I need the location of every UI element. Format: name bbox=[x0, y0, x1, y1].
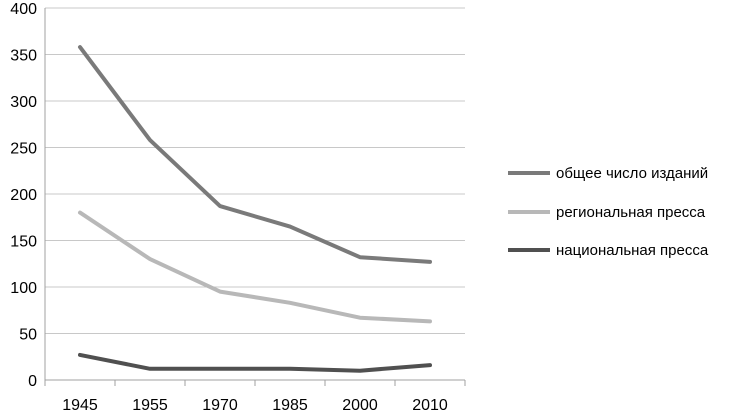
x-tick-label: 1945 bbox=[62, 397, 98, 414]
legend-label-1: региональная пресса bbox=[556, 204, 706, 221]
series-line-0 bbox=[78, 45, 432, 264]
x-tick-label: 2000 bbox=[342, 397, 378, 414]
series-lines bbox=[78, 45, 432, 373]
y-tick-label: 400 bbox=[10, 1, 37, 18]
y-tick-label: 150 bbox=[10, 234, 37, 251]
x-tick-label: 1970 bbox=[202, 397, 238, 414]
y-tick-label: 50 bbox=[19, 327, 37, 344]
x-axis: 1945 1955 1970 1985 2000 2010 bbox=[44, 379, 466, 414]
x-tick-label: 2010 bbox=[412, 397, 448, 414]
gridlines bbox=[45, 7, 465, 334]
y-tick-label: 100 bbox=[10, 280, 37, 297]
y-axis: 0 50 100 150 200 250 300 350 400 bbox=[10, 1, 46, 390]
series-line-2 bbox=[78, 352, 432, 373]
series-line-1 bbox=[78, 210, 432, 324]
y-tick-label: 250 bbox=[10, 141, 37, 158]
legend-label-2: национальная пресса bbox=[556, 242, 709, 259]
legend: общее число изданий региональная пресса на… bbox=[508, 165, 709, 259]
legend-label-0: общее число изданий bbox=[556, 165, 708, 182]
y-tick-label: 300 bbox=[10, 94, 37, 111]
x-tick-label: 1955 bbox=[132, 397, 168, 414]
y-tick-label: 0 bbox=[28, 373, 37, 390]
x-tick-label: 1985 bbox=[272, 397, 308, 414]
y-tick-label: 350 bbox=[10, 48, 37, 65]
y-tick-label: 200 bbox=[10, 187, 37, 204]
